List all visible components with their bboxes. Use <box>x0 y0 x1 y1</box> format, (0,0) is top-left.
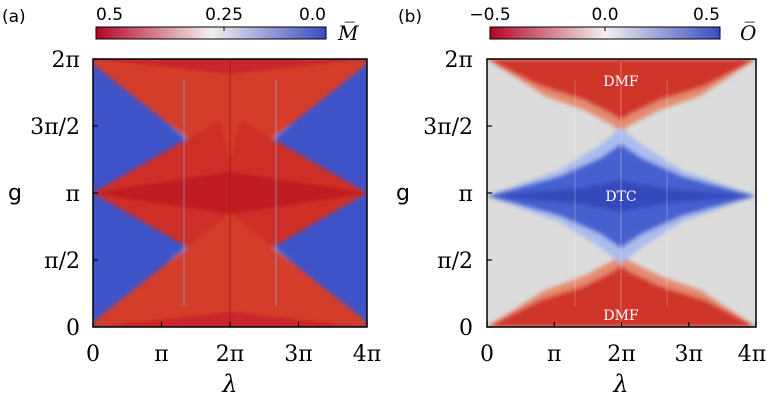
y-tick-a-2: π <box>66 182 80 207</box>
heatmap-b: DMF DTC DMF <box>487 59 756 327</box>
colorbar-b-ticks: −0.5 0.0 0.5 <box>469 5 720 31</box>
x-tick-b-2: 2π <box>607 342 635 367</box>
ticks-b <box>486 58 757 328</box>
y-tick-a-1: π/2 <box>44 249 80 274</box>
x-tick-b-1: π <box>547 342 561 367</box>
region-label-dtc: DTC <box>605 189 636 205</box>
y-tick-a-3: 3π/2 <box>30 115 80 140</box>
colorbar-a-ticks: 0.5 0.25 0.0 <box>96 5 326 31</box>
x-tick-a-1: π <box>154 342 168 367</box>
y-tick-a-4: 2π <box>52 48 80 73</box>
panel-a-label: (a) <box>2 7 26 27</box>
y-tick-b-0: 0 <box>459 316 473 341</box>
x-tick-b-3: 3π <box>675 342 703 367</box>
colorbar-a-tick-1: 0.25 <box>205 5 243 25</box>
x-tick-a-0: 0 <box>86 342 100 367</box>
y-tick-b-1: π/2 <box>437 249 473 274</box>
x-tick-labels-b: 0 π 2π 3π 4π <box>480 342 766 367</box>
x-tick-b-0: 0 <box>480 342 494 367</box>
x-tick-a-3: 3π <box>284 342 312 367</box>
colorbar-b-tick-2: 0.5 <box>693 5 720 25</box>
x-tick-labels-a: 0 π 2π 3π 4π <box>86 342 381 367</box>
colorbar-a <box>95 26 327 40</box>
colorbar-a-tick-0: 0.5 <box>96 5 123 25</box>
y-tick-labels-b: 0 π/2 π 3π/2 2π <box>423 48 473 341</box>
ticks-a <box>92 58 368 328</box>
colorbar-b-label: O̅ <box>740 20 756 45</box>
colorbar-b-tick-0: −0.5 <box>469 5 510 25</box>
heatmap-a <box>93 59 367 327</box>
y-axis-label-b: g <box>396 181 410 206</box>
colorbar-a-label: M̅ <box>337 20 359 45</box>
y-tick-a-0: 0 <box>66 316 80 341</box>
x-tick-b-4: 4π <box>738 342 766 367</box>
x-tick-a-2: 2π <box>216 342 244 367</box>
y-tick-b-2: π <box>459 182 473 207</box>
colorbar-a-tick-2: 0.0 <box>299 5 326 25</box>
y-tick-labels-a: 0 π/2 π 3π/2 2π <box>30 48 80 341</box>
y-tick-b-4: 2π <box>445 48 473 73</box>
x-axis-label-b: λ <box>612 370 628 398</box>
x-tick-a-4: 4π <box>353 342 381 367</box>
panel-b-label: (b) <box>398 7 422 27</box>
region-label-dmf-top: DMF <box>603 74 639 90</box>
x-axis-label-a: λ <box>221 370 237 398</box>
region-label-dmf-bottom: DMF <box>603 308 639 324</box>
panel-b: (b) −0.5 0.0 0.5 O̅ <box>396 5 766 398</box>
panel-a: (a) 0.5 0.25 0.0 M̅ <box>2 5 381 398</box>
colorbar-b-tick-1: 0.0 <box>591 5 618 25</box>
y-axis-label-a: g <box>8 181 22 206</box>
y-tick-b-3: 3π/2 <box>423 115 473 140</box>
